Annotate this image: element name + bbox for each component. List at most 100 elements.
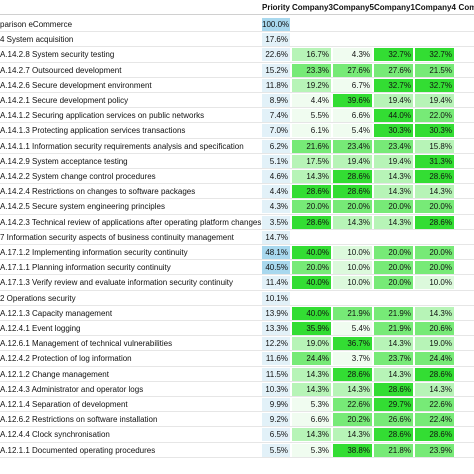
row-label: 7 Information security aspects of busine… — [0, 232, 234, 242]
score-cell: 6.1% — [292, 124, 331, 138]
table-row[interactable]: A.17.1.1 Planning information security c… — [0, 260, 474, 276]
priority-cell: 11.8% — [262, 78, 290, 92]
score-cell: 21.9% — [374, 322, 413, 335]
table-row[interactable]: A.17.1.2 Implementing information securi… — [0, 245, 474, 261]
table-row[interactable]: A.14.1.3 Protecting application services… — [0, 123, 474, 139]
row-label: A.17.1.3 Verify review and evaluate info… — [0, 278, 234, 288]
row-label: A.12.1.4 Separation of development — [0, 400, 128, 409]
score-cell: 4.4% — [292, 94, 331, 107]
score-cell: 24.4% — [415, 352, 454, 366]
table-row[interactable]: A.14.2.8 System security testing 22.6% 16.… — [0, 47, 474, 63]
score-cell: 28.6% — [415, 428, 454, 442]
company-header[interactable]: Company1 — [374, 3, 415, 12]
score-cell: 40.0% — [292, 276, 331, 290]
table-row[interactable]: A.12.1.3 Capacity management 13.9% 40.0% 21… — [0, 306, 474, 321]
row-label: A.12.4.4 Clock synchronisation — [0, 430, 110, 440]
score-cell: 44.0% — [374, 109, 413, 123]
score-cell: 5.4% — [333, 124, 372, 138]
priority-cell: 3.5% — [262, 215, 290, 229]
priority-cell: 48.1% — [262, 246, 290, 259]
score-cell: 40.0% — [292, 306, 331, 320]
section-row[interactable]: parison eCommerce 100.0% — [0, 17, 474, 33]
section-row[interactable]: 7 Information security aspects of busine… — [0, 230, 474, 245]
table-row[interactable]: A.12.1.1 Documented operating procedures… — [0, 443, 474, 458]
row-label: A.17.1.2 Implementing information securi… — [0, 248, 188, 257]
score-cell: 21.9% — [374, 306, 413, 320]
score-cell: 10.0% — [333, 261, 372, 275]
score-cell: 14.3% — [333, 215, 372, 229]
priority-cell: 40.5% — [262, 261, 290, 275]
table-row[interactable]: A.14.2.2 System change control procedure… — [0, 169, 474, 185]
score-cell: 5.3% — [292, 443, 331, 457]
score-cell: 28.6% — [292, 185, 331, 199]
score-cell: 19.2% — [292, 78, 331, 92]
score-cell: 14.3% — [374, 215, 413, 229]
table-row[interactable]: A.14.2.3 Technical review of application… — [0, 215, 474, 230]
score-cell: 21.6% — [292, 139, 331, 153]
priority-cell: 7.4% — [262, 109, 290, 123]
score-cell: 20.0% — [415, 200, 454, 214]
row-label: A.14.2.3 Technical review of application… — [0, 217, 262, 227]
score-cell: 19.4% — [374, 154, 413, 168]
score-cell: 20.0% — [374, 246, 413, 259]
company-header[interactable]: Company4 — [415, 3, 456, 12]
row-label: A.14.2.6 Secure development environment — [0, 80, 152, 90]
table-row[interactable]: A.12.4.4 Clock synchronisation 6.5% 14.3% 1… — [0, 427, 474, 443]
section-row[interactable]: 2 Operations security 10.1% — [0, 291, 474, 306]
row-label: A.14.1.1 Information security requiremen… — [0, 141, 244, 151]
table-row[interactable]: A.14.2.7 Outsourced development 15.2% 23.3… — [0, 63, 474, 78]
table-row[interactable]: A.14.2.5 Secure system engineering princ… — [0, 199, 474, 215]
section-row[interactable]: 4 System acquisition 17.6% — [0, 32, 474, 48]
score-cell: 5.4% — [333, 322, 372, 335]
priority-cell: 100.0% — [262, 18, 290, 31]
table-row[interactable]: A.14.1.1 Information security requiremen… — [0, 139, 474, 154]
score-cell: 20.0% — [374, 200, 413, 214]
priority-cell: 6.2% — [262, 139, 290, 153]
table-row[interactable]: A.14.2.9 System acceptance testing 5.1% 17… — [0, 154, 474, 169]
table-row[interactable]: A.14.2.1 Secure development policy 8.9% 4.… — [0, 93, 474, 109]
score-cell: 14.3% — [415, 306, 454, 320]
score-cell: 20.0% — [292, 200, 331, 214]
priority-cell: 14.7% — [262, 230, 290, 244]
table-row[interactable]: A.12.1.4 Separation of development 9.9% 5.… — [0, 397, 474, 413]
table-row[interactable]: A.12.6.2 Restrictions on software instal… — [0, 412, 474, 428]
priority-cell: 17.6% — [262, 33, 290, 47]
score-cell: 14.3% — [374, 367, 413, 381]
score-cell: 20.0% — [415, 246, 454, 259]
row-label: A.12.4.2 Protection of log information — [0, 354, 132, 364]
score-cell: 14.3% — [374, 170, 413, 183]
company-header[interactable]: Company5 — [333, 3, 374, 12]
score-cell: 20.0% — [333, 200, 372, 214]
table-row[interactable]: A.12.4.1 Event logging 13.3% 35.9% 5.4% 21.9… — [0, 321, 474, 337]
row-label: A.14.2.4 Restrictions on changes to soft… — [0, 187, 196, 197]
score-cell: 31.3% — [415, 154, 454, 168]
priority-cell: 22.6% — [262, 48, 290, 62]
score-cell: 19.0% — [415, 337, 454, 351]
score-cell: 30.3% — [415, 124, 454, 138]
company-header[interactable]: Company — [458, 3, 474, 12]
row-label: A.14.1.2 Securing application services o… — [0, 111, 205, 121]
priority-header[interactable]: Priority — [262, 3, 291, 12]
priority-cell: 12.2% — [262, 337, 290, 351]
score-cell: 19.4% — [415, 94, 454, 107]
score-cell: 28.6% — [333, 170, 372, 183]
table-row[interactable]: A.14.2.4 Restrictions on changes to soft… — [0, 184, 474, 200]
priority-cell: 11.4% — [262, 276, 290, 290]
table-row[interactable]: A.12.1.2 Change management 11.5% 14.3% 28.6… — [0, 367, 474, 382]
priority-cell: 9.2% — [262, 413, 290, 427]
score-cell: 21.5% — [415, 63, 454, 77]
table-row[interactable]: A.17.1.3 Verify review and evaluate info… — [0, 275, 474, 291]
score-cell: 3.7% — [333, 352, 372, 366]
score-cell: 22.6% — [415, 398, 454, 411]
score-cell: 10.0% — [333, 276, 372, 290]
score-cell: 10.0% — [333, 246, 372, 259]
company-header[interactable]: Company3 — [292, 3, 333, 12]
table-row[interactable]: A.14.1.2 Securing application services o… — [0, 108, 474, 124]
table-row[interactable]: A.14.2.6 Secure development environment 1… — [0, 78, 474, 93]
table-row[interactable]: A.12.4.3 Administrator and operator logs… — [0, 382, 474, 397]
priority-cell: 4.6% — [262, 170, 290, 183]
table-row[interactable]: A.12.6.1 Management of technical vulnera… — [0, 336, 474, 352]
score-cell: 20.0% — [415, 261, 454, 275]
table-row[interactable]: A.12.4.2 Protection of log information 11… — [0, 351, 474, 367]
row-label: A.12.4.1 Event logging — [0, 324, 81, 333]
